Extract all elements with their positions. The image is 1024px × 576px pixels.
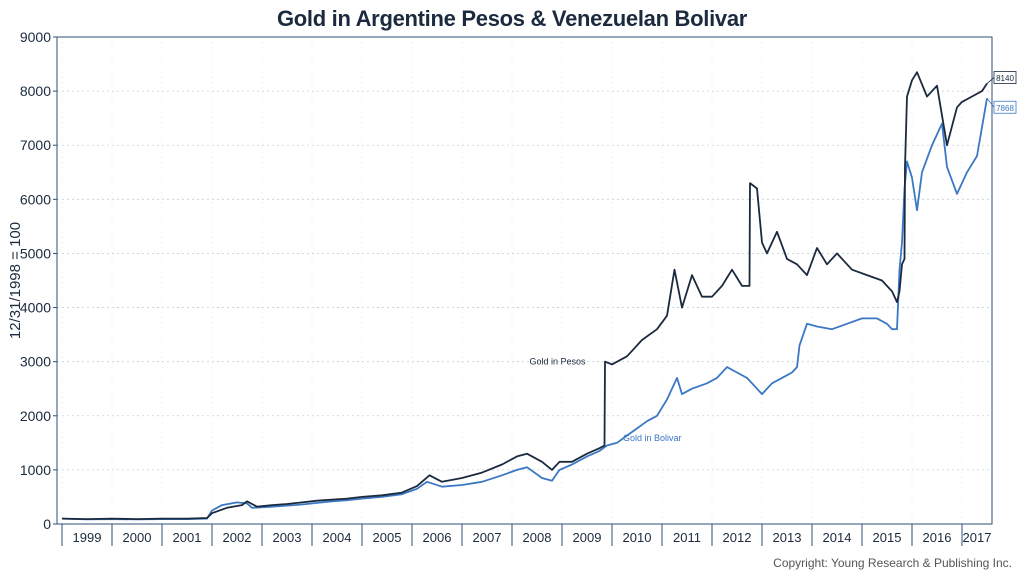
end-label-box-0 (993, 71, 1017, 84)
x-tick-label-2002: 2002 (223, 530, 252, 545)
y-tick-label-5000: 5000 (20, 245, 51, 261)
series-layer (61, 71, 988, 521)
x-tick-label-2000: 2000 (123, 530, 152, 545)
x-tick-label-2007: 2007 (473, 530, 502, 545)
gridlines (57, 37, 992, 524)
x-tick-label-2015: 2015 (873, 530, 902, 545)
copyright-text: Copyright: Young Research & Publishing I… (773, 556, 1012, 570)
axes: 0 1000 2000 3000 4000 5000 6000 7000 8000 9000 199… (20, 29, 992, 546)
x-tick-label-2009: 2009 (573, 530, 602, 545)
y-tick-label-4000: 4000 (20, 300, 51, 316)
y-tick-label-9000: 9000 (20, 29, 51, 45)
x-tick-label-2014: 2014 (823, 530, 852, 545)
y-tick-label-1000: 1000 (20, 462, 51, 478)
y-tick-label-7000: 7000 (20, 137, 51, 153)
annotation-1: Gold in Bolivar (623, 433, 682, 443)
y-tick-label-2000: 2000 (20, 408, 51, 424)
x-tick-label-2001: 2001 (173, 530, 202, 545)
series-line-gold-in-bolivar (61, 98, 988, 521)
annotations: Gold in Pesos Gold in Bolivar (529, 356, 681, 443)
end-label-connector-1 (986, 98, 995, 108)
y-tick-label-0: 0 (43, 516, 51, 532)
x-tick-label-2008: 2008 (523, 530, 552, 545)
y-tick-label-8000: 8000 (20, 83, 51, 99)
x-tick-label-2012: 2012 (723, 530, 752, 545)
series-line-gold-in-pesos (61, 71, 988, 520)
end-label-1: 7868 (996, 104, 1014, 113)
x-tick-label-2003: 2003 (273, 530, 302, 545)
y-tick-label-6000: 6000 (20, 191, 51, 207)
end-label-box-1 (993, 100, 1017, 114)
x-tick-label-2016: 2016 (923, 530, 952, 545)
annotation-0: Gold in Pesos (529, 356, 586, 366)
x-tick-label-2017: 2017 (963, 530, 992, 545)
x-tick-label-2004: 2004 (323, 530, 352, 545)
y-axis-label: 12/31/1998 = 100 (7, 222, 24, 339)
x-tick-label-2013: 2013 (773, 530, 802, 545)
x-tick-label-2010: 2010 (623, 530, 652, 545)
x-tick-label-2006: 2006 (423, 530, 452, 545)
end-label-connector-0 (986, 77, 995, 84)
end-labels: 8140 7868 (986, 71, 1017, 114)
x-tick-label-2011: 2011 (673, 530, 701, 545)
plot-frame (56, 36, 993, 525)
chart-title: Gold in Argentine Pesos & Venezuelan Bol… (276, 6, 748, 31)
x-tick-label-2005: 2005 (373, 530, 402, 545)
x-tick-label-1999: 1999 (73, 530, 102, 545)
y-tick-label-3000: 3000 (20, 354, 51, 370)
end-label-0: 8140 (996, 74, 1014, 83)
